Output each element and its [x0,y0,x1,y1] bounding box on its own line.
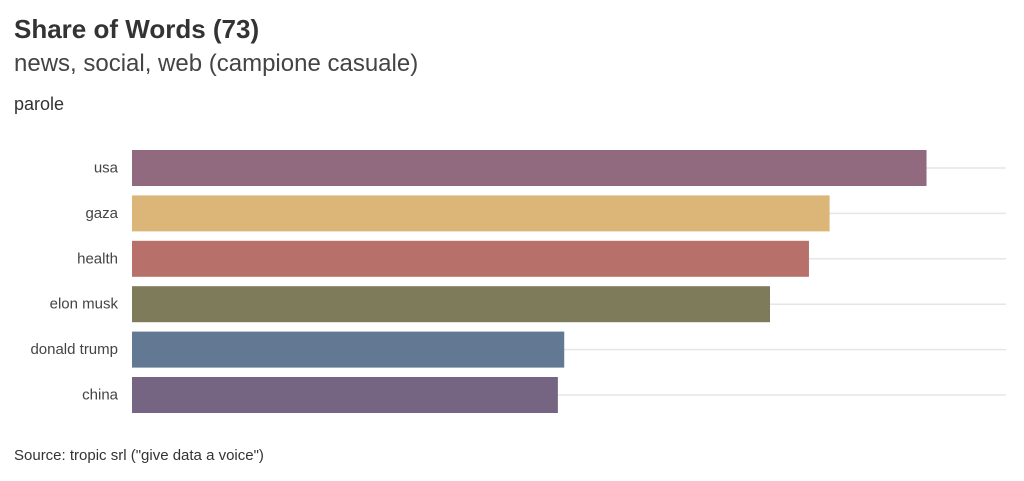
category-labels: usa gaza health elon musk donald trump china [30,160,118,404]
source-caption: Source: tropic srl ("give data a voice") [14,447,264,464]
bar-china[interactable] [132,377,558,413]
chart-subtitle: news, social, web (campione casuale) [14,50,419,77]
bar-elon-musk[interactable] [132,286,771,323]
category-label: usa [94,160,119,177]
bar-usa[interactable] [132,150,927,186]
category-label: china [82,387,119,404]
category-label: elon musk [50,296,119,313]
bar-donald-trump[interactable] [132,331,565,368]
bar-health[interactable] [132,240,809,277]
bars [132,150,927,413]
category-label: gaza [85,205,118,222]
chart-title: Share of Words (73) [14,14,260,44]
bar-gaza[interactable] [132,195,830,232]
category-label: health [77,250,118,267]
category-label: donald trump [30,341,118,358]
axis-unit-label: parole [14,94,65,114]
